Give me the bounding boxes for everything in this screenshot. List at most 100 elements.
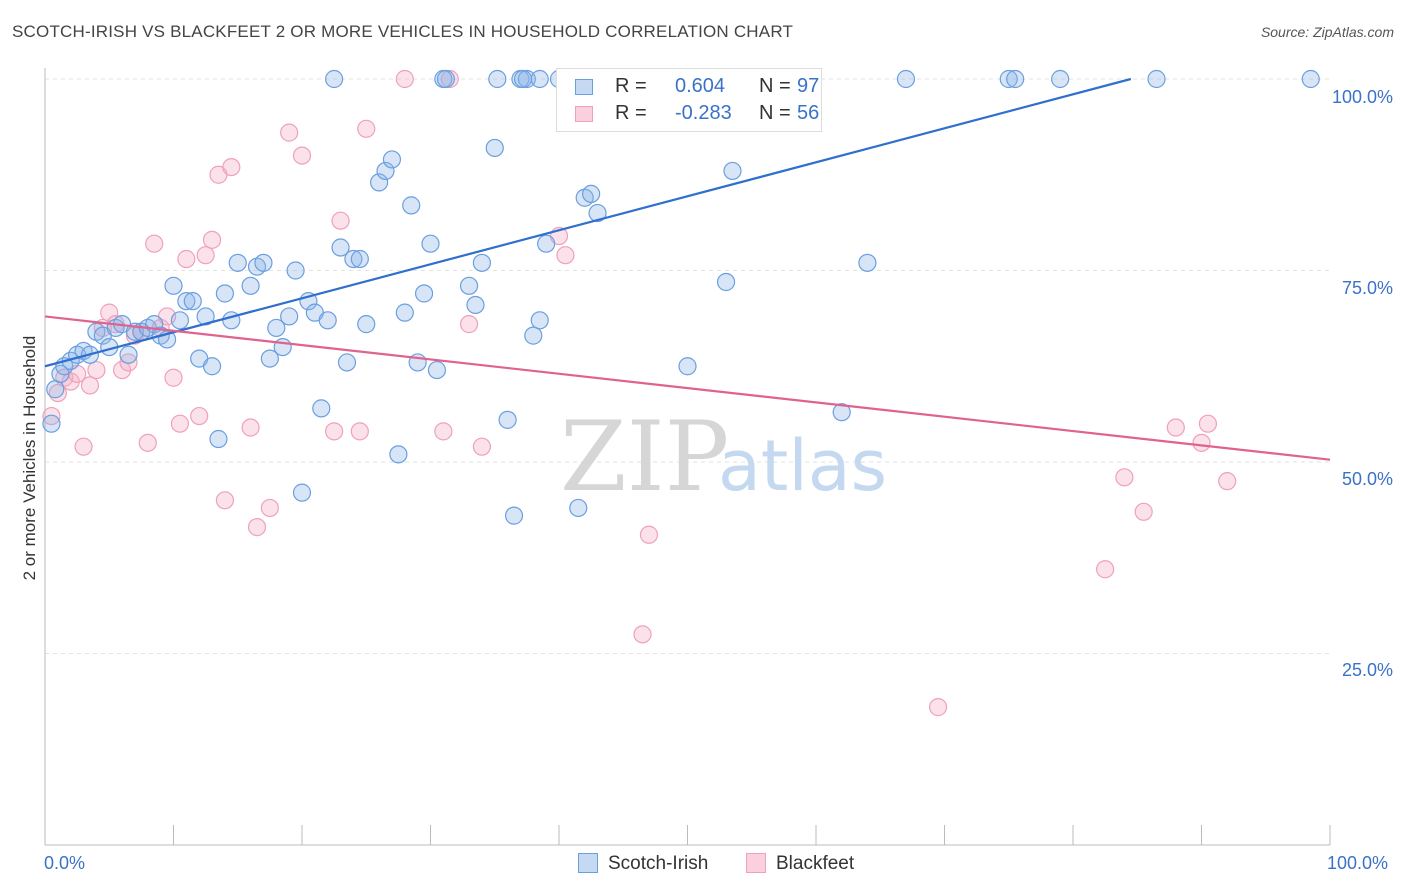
data-point-blackfeet (633, 625, 652, 644)
legend-r-value: -0.283 (675, 102, 732, 124)
watermark-zip: ZIP (560, 401, 729, 513)
data-point-scotch-irish (402, 196, 421, 215)
data-point-scotch-irish (357, 315, 376, 334)
data-point-blackfeet (87, 360, 106, 380)
data-point-scotch-irish (209, 429, 228, 449)
data-point-scotch-irish (678, 357, 697, 376)
data-point-scotch-irish (318, 311, 337, 330)
data-point-blackfeet (80, 376, 100, 395)
data-point-scotch-irish (1051, 69, 1070, 89)
data-point-blackfeet (556, 246, 575, 265)
data-point-scotch-irish (588, 203, 607, 223)
data-point-scotch-irish (170, 311, 190, 330)
data-point-scotch-irish (202, 357, 222, 376)
data-point-scotch-irish (569, 498, 588, 518)
data-point-blackfeet (331, 211, 350, 230)
data-point-blackfeet (350, 422, 369, 441)
data-point-scotch-irish (832, 403, 851, 422)
data-point-scotch-irish (260, 349, 279, 368)
source-label: Source: ZipAtlas.com (1260, 24, 1394, 40)
data-point-blackfeet (1218, 472, 1237, 491)
data-point-scotch-irish (280, 307, 299, 326)
data-point-blackfeet (292, 146, 312, 165)
data-point-blackfeet (190, 406, 209, 426)
data-point-scotch-irish (344, 249, 363, 269)
data-point-scotch-irish (46, 380, 65, 399)
data-point-scotch-irish (177, 292, 196, 311)
data-point-blackfeet (202, 230, 222, 249)
legend-r-label: R = (615, 75, 647, 97)
data-point-scotch-irish (459, 276, 479, 295)
data-point-scotch-irish (498, 410, 517, 429)
blackfeet-points (42, 69, 1237, 717)
data-point-scotch-irish (537, 234, 556, 253)
data-point-scotch-irish (530, 311, 549, 330)
data-point-scotch-irish (119, 345, 138, 364)
data-point-scotch-irish (1301, 69, 1320, 89)
data-point-scotch-irish (273, 338, 292, 357)
trend-lines (44, 77, 1331, 461)
legend-r-value: 0.604 (675, 75, 726, 97)
data-point-blackfeet (1115, 468, 1134, 487)
data-point-scotch-irish (999, 69, 1018, 89)
data-point-scotch-irish (331, 238, 350, 257)
data-point-scotch-irish (436, 69, 456, 89)
chart-title: SCOTCH-IRISH VS BLACKFEET 2 OR MORE VEHI… (12, 22, 794, 41)
correlation-legend: R = 0.604 N = 97 R = -0.283 N = 56 (556, 68, 822, 132)
data-point-scotch-irish (716, 272, 736, 292)
data-point-scotch-irish (376, 161, 395, 181)
legend-r-label: R = (615, 102, 647, 124)
legend-n-label: N = (759, 75, 791, 97)
legend-swatch-blue (575, 79, 593, 95)
legend-n-value: 97 (797, 75, 820, 97)
data-point-blackfeet (177, 249, 196, 269)
y-tick-label: 75.0% (1341, 278, 1393, 298)
data-point-scotch-irish (370, 173, 389, 192)
trend-line-scotch-irish (44, 77, 1132, 368)
data-point-scotch-irish (267, 318, 286, 338)
data-point-scotch-irish (427, 360, 447, 380)
data-point-scotch-irish (286, 261, 305, 280)
data-point-scotch-irish (325, 69, 344, 89)
y-tick-label: 100.0% (1331, 87, 1393, 107)
data-point-blackfeet (119, 353, 138, 372)
legend-n-value: 56 (797, 102, 820, 124)
data-point-scotch-irish (215, 284, 234, 303)
legend-item-scotch-irish[interactable]: Scotch-Irish (578, 853, 708, 875)
legend-n-label: N = (759, 102, 791, 124)
data-point-scotch-irish (488, 69, 507, 89)
data-point-scotch-irish (1147, 69, 1166, 89)
data-point-scotch-irish (292, 483, 312, 502)
data-point-scotch-irish (517, 69, 536, 89)
data-point-blackfeet (241, 418, 260, 437)
data-point-scotch-irish (395, 303, 414, 322)
data-point-scotch-irish (513, 69, 533, 89)
data-point-blackfeet (928, 698, 948, 717)
trend-line-blackfeet (44, 315, 1331, 461)
data-point-scotch-irish (164, 276, 183, 295)
data-point-scotch-irish (472, 253, 491, 272)
data-point-scotch-irish (382, 150, 402, 169)
data-point-scotch-irish (723, 161, 742, 181)
x-tick-label: 0.0% (44, 853, 86, 873)
data-point-blackfeet (247, 518, 267, 537)
x-tick-label: 100.0% (1327, 853, 1389, 873)
data-point-blackfeet (459, 315, 479, 334)
data-point-scotch-irish (1006, 69, 1025, 89)
data-point-blackfeet (1166, 418, 1185, 437)
data-point-blackfeet (42, 406, 61, 426)
data-point-blackfeet (434, 422, 453, 441)
data-point-blackfeet (170, 414, 190, 433)
data-point-blackfeet (222, 157, 241, 177)
data-point-scotch-irish (312, 399, 331, 418)
legend-label: Scotch-Irish (608, 853, 709, 874)
data-point-blackfeet (1198, 414, 1218, 433)
data-point-scotch-irish (485, 138, 504, 158)
legend-item-blackfeet[interactable]: Blackfeet (746, 853, 854, 875)
data-point-blackfeet (395, 69, 414, 89)
data-point-blackfeet (138, 433, 157, 452)
watermark: ZIP atlas (560, 401, 887, 513)
data-point-scotch-irish (530, 69, 549, 89)
data-point-blackfeet (74, 437, 93, 456)
